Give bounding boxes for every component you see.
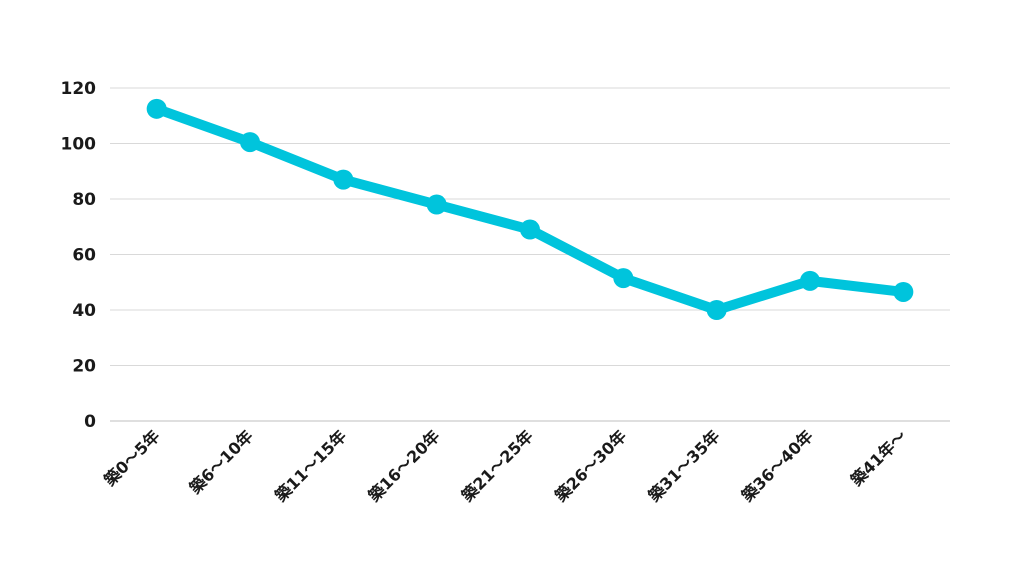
data-points <box>146 98 914 320</box>
x-axis-tick-labels: 築0～5年 築6～10年 築11～15年 築16～20年 築21～25年 築26～30年築… <box>100 426 911 506</box>
data-point <box>706 300 727 320</box>
x-tick-label: 築21～25年 <box>457 426 537 506</box>
series-line <box>151 103 909 315</box>
x-tick-label: 築26～30年 <box>551 426 631 506</box>
y-tick-label: 80 <box>72 190 96 210</box>
x-tick-label: 築6～10年 <box>185 426 257 498</box>
x-tick-label: 築0～5年 <box>100 426 164 490</box>
data-point <box>426 194 447 215</box>
data-point <box>613 268 634 289</box>
x-tick-label: 築41年～ <box>846 426 910 490</box>
y-tick-label: 100 <box>61 135 97 155</box>
y-tick-label: 20 <box>72 357 96 377</box>
x-tick-label: 築11～15年 <box>271 426 351 506</box>
x-tick-label: 築16～20年 <box>364 426 444 506</box>
data-point <box>520 219 540 240</box>
series-line-path <box>151 103 909 315</box>
x-tick-label: 築31～35年 <box>644 426 724 506</box>
data-point <box>800 270 820 291</box>
y-tick-label: 120 <box>61 79 97 99</box>
data-point <box>893 281 914 302</box>
data-point <box>146 98 167 119</box>
data-point <box>333 169 354 190</box>
y-tick-label: 60 <box>72 246 96 266</box>
y-tick-label: 40 <box>72 301 96 321</box>
y-axis-tick-labels: 0 20 40 60 80 100 120 <box>61 79 97 432</box>
data-point <box>240 132 260 153</box>
y-tick-label: 0 <box>84 412 96 432</box>
x-tick-label: 築36～40年 <box>737 426 817 506</box>
